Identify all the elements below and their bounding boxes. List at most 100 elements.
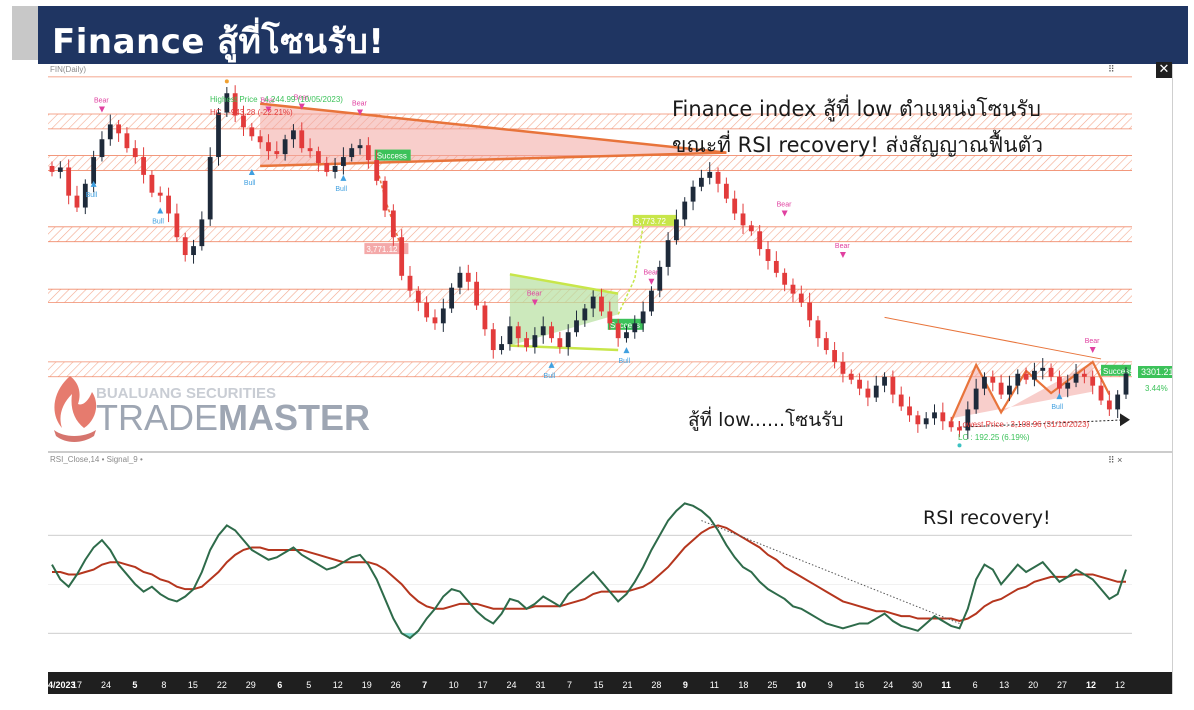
resistance-trendline (884, 316, 1102, 360)
candle-body (649, 290, 654, 312)
success-tag-bg-2 (607, 318, 644, 330)
candle-body (549, 326, 554, 339)
bear-arrow-icon (531, 299, 538, 306)
x-axis-tick-label: 5 (132, 680, 137, 690)
candle-body (157, 192, 163, 196)
last-price-tag: 3301.21 (1141, 367, 1172, 377)
annotation-hc: HC : -943.28 (-22.21%) (210, 108, 293, 117)
candle-body (757, 231, 763, 250)
bear-label: Bear (777, 201, 792, 208)
candle-body (124, 133, 130, 149)
bear-arrow-icon (1089, 347, 1096, 353)
success-tag-bg-3 (1101, 364, 1132, 376)
candle-body (582, 308, 588, 321)
candle-body (932, 412, 937, 419)
x-axis-tick-label: 27 (1057, 680, 1067, 690)
candle-body (715, 171, 721, 184)
candle-body (565, 332, 571, 348)
bull-target-tag: 3,773.72 (635, 217, 667, 226)
candle-body (432, 317, 438, 324)
success-tag-bg-1 (374, 149, 411, 161)
header-banner: Finance สู้ที่โซนรับ! (38, 6, 1188, 64)
signal-marks: Bear Bull Bull Bear Bear Bear Bull Bull Bear Bear… (86, 95, 1101, 412)
candle-body (907, 406, 912, 416)
candle-body (357, 145, 363, 149)
bear-label: Bear (94, 98, 109, 105)
candle-body (249, 127, 255, 137)
candle-body (515, 326, 521, 339)
bear-arrow-icon (357, 109, 364, 116)
x-axis-tick-label: 25 (767, 680, 777, 690)
candle-body (1073, 373, 1079, 383)
candle-body (965, 409, 971, 431)
bull-label: Bull (86, 192, 98, 199)
candle-body (982, 376, 987, 389)
candle-body (465, 272, 471, 282)
candle-body (790, 284, 796, 294)
candle-body (349, 148, 355, 158)
candle-body (324, 163, 330, 172)
candle-body (141, 157, 146, 175)
candle-body (166, 195, 171, 214)
candle-body (698, 177, 704, 187)
bull-arrow-icon (623, 347, 630, 354)
close-button[interactable]: ✕ (1156, 62, 1172, 78)
x-axis-tick-label: 9 (828, 680, 833, 690)
candle-body (957, 427, 962, 431)
bear-arrow-icon (839, 252, 846, 258)
annotation-rsi-recovery: RSI recovery! (923, 507, 1051, 529)
watermark-trade: TRADE (96, 397, 218, 438)
x-axis-tick-label: 5 (306, 680, 311, 690)
candle-body (407, 275, 413, 291)
candle-body (91, 157, 97, 184)
candle-body (740, 213, 746, 226)
rsi-chart (48, 502, 1132, 640)
candle-body (1115, 394, 1121, 410)
bear-arrow-icon (781, 210, 788, 217)
candle-body (415, 290, 421, 303)
bear-label: Bear (260, 98, 275, 105)
candle-body (499, 344, 504, 351)
candle-body (266, 142, 271, 152)
annotation-lowest-price: Lowest Price : 3,108.96 (31/10/2023) (958, 420, 1090, 429)
candle-body (390, 210, 396, 238)
watermark-master: MASTER (218, 397, 370, 438)
candle-body (665, 240, 671, 267)
candle-body (1065, 382, 1071, 389)
bear-label: Bear (835, 243, 850, 250)
candle-body (748, 225, 754, 232)
bear-arrow-icon (265, 106, 272, 113)
candle-body (865, 388, 871, 398)
green-pattern-upper (509, 273, 619, 295)
chart-patterns: Success 3,771.12 3,773.72 Success Success (260, 102, 1133, 428)
candle-body (1056, 376, 1062, 389)
candle-body (282, 139, 288, 155)
annotation-low-zone: สู้ที่ low......โซนรับ (688, 406, 843, 431)
candle-body (723, 183, 729, 199)
x-axis-tick-label: 7 (567, 680, 572, 690)
candle-body (1123, 373, 1129, 395)
x-axis-tick-label: 22 (217, 680, 227, 690)
candle-body (815, 320, 821, 339)
candle-body (149, 174, 155, 193)
candle-body (74, 195, 80, 208)
candle-body (199, 219, 205, 247)
left-accent-bar (12, 6, 38, 60)
x-axis-tick-label: 7 (422, 680, 427, 690)
candle-body (682, 201, 688, 220)
bull-arrow-icon (340, 174, 347, 181)
candle-body (973, 388, 979, 410)
x-axis-tick-label: 9 (683, 680, 688, 690)
bear-arrow-icon (648, 278, 655, 285)
candle-body (840, 361, 846, 374)
x-axis-tick-label: 17 (72, 680, 82, 690)
candle-body (299, 130, 305, 149)
candle-body (607, 311, 613, 324)
zone-band-2 (48, 226, 1132, 242)
candle-body (116, 124, 122, 134)
x-axis-bar (48, 672, 1172, 694)
candle-body (482, 305, 488, 330)
candle-body (890, 376, 896, 395)
bear-target-tag-bg (364, 243, 409, 255)
